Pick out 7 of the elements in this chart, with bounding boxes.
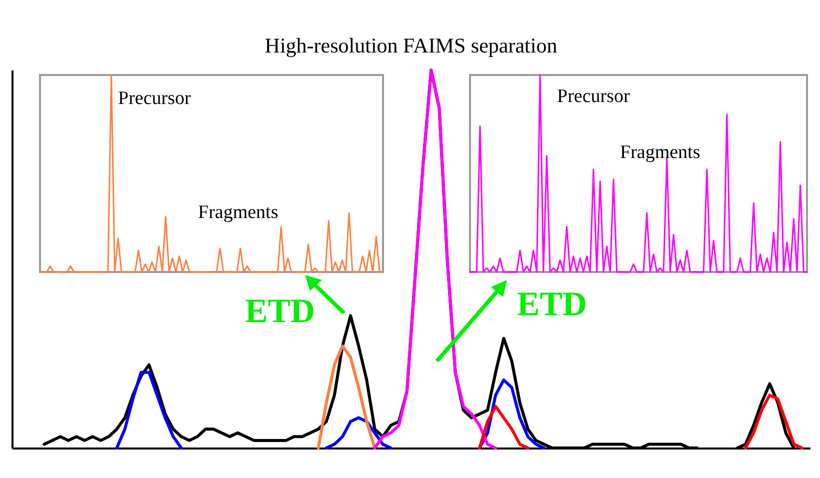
chart-title: High-resolution FAIMS separation bbox=[264, 34, 558, 58]
annotation: Fragments bbox=[620, 142, 700, 163]
annotation: Precursor bbox=[557, 86, 630, 107]
annotation: Precursor bbox=[118, 88, 192, 109]
annotation: ETD bbox=[245, 293, 315, 330]
annotation: Fragments bbox=[198, 202, 278, 223]
annotation: ETD bbox=[517, 286, 587, 323]
